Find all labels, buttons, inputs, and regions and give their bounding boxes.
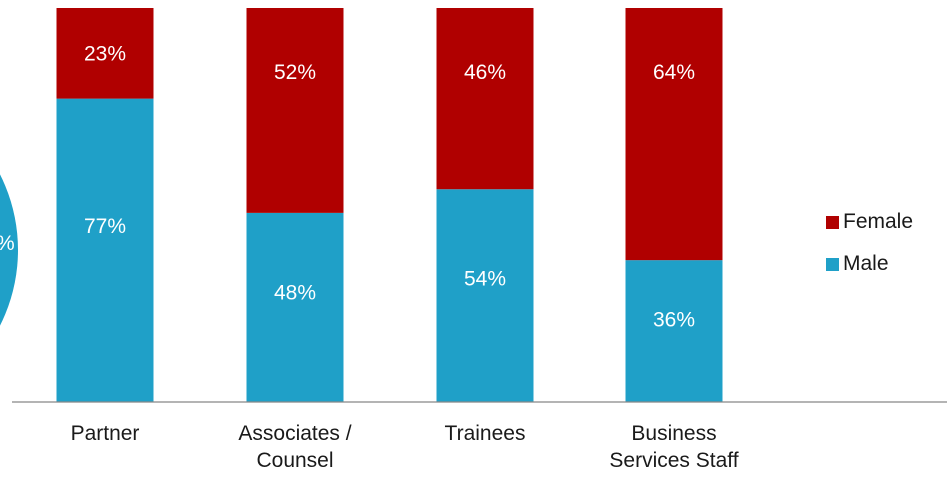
partial-circle-element: % — [0, 174, 18, 326]
category-label-2-line-2: Counsel — [256, 449, 333, 472]
bars-group: 77% 23% 48% 52% 54% 46% 36% 64% — [56, 8, 723, 403]
legend: Female Male — [826, 210, 913, 275]
category-label-2-line-1: Associates / — [238, 422, 351, 445]
data-label-female-4: 64% — [653, 61, 695, 84]
data-label-male-1: 77% — [84, 215, 126, 238]
data-label-female-1: 23% — [84, 42, 126, 65]
bar-segment-male-4 — [625, 260, 723, 402]
legend-label-female: Female — [843, 210, 913, 233]
partial-circle-label: % — [0, 232, 15, 255]
bar-segment-male-2 — [246, 212, 344, 402]
category-label-3: Trainees — [445, 422, 526, 445]
bar-segment-male-3 — [436, 189, 534, 402]
data-label-male-3: 54% — [464, 268, 506, 291]
bar-segment-female-4 — [625, 8, 723, 261]
category-label-4-line-2: Services Staff — [609, 449, 738, 472]
bar-segment-female-2 — [246, 8, 344, 213]
data-label-male-2: 48% — [274, 281, 316, 304]
category-label-4-line-1: Business — [631, 422, 716, 445]
bar-segment-male-1 — [56, 98, 154, 403]
legend-label-male: Male — [843, 252, 889, 275]
partial-circle — [0, 174, 18, 326]
data-label-female-2: 52% — [274, 61, 316, 84]
category-labels: Partner Associates / Counsel Trainees Busine… — [71, 422, 739, 472]
legend-swatch-male — [826, 258, 839, 271]
legend-swatch-female — [826, 216, 839, 229]
data-label-male-4: 36% — [653, 309, 695, 332]
bar-segment-female-1 — [56, 8, 154, 99]
data-label-female-3: 46% — [464, 61, 506, 84]
bar-segment-female-3 — [436, 8, 534, 190]
category-label-1: Partner — [71, 422, 140, 445]
